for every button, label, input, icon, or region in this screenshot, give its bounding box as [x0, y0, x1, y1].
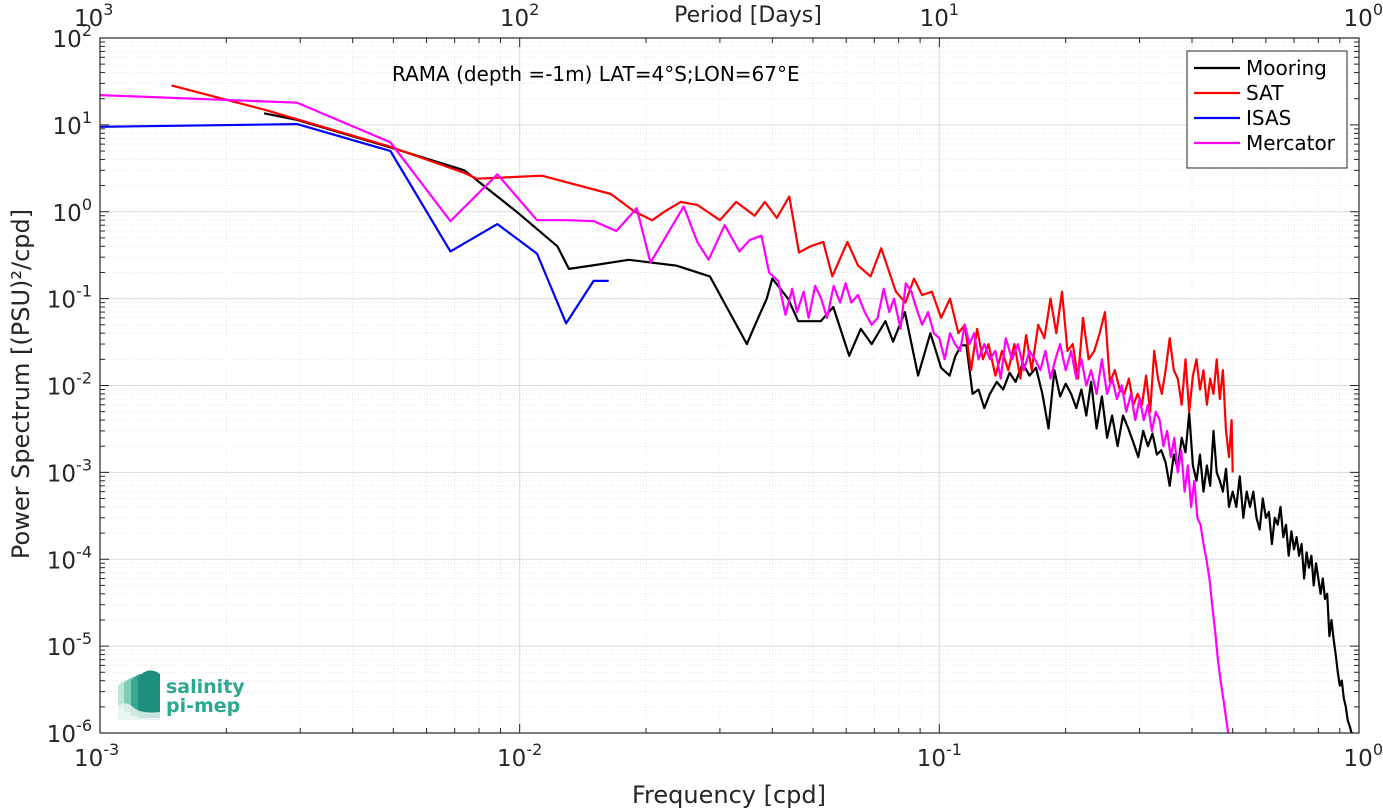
y-axis-title: Power Spectrum [(PSU)²/cpd]	[7, 209, 35, 559]
x-tick-label: 10-3	[74, 740, 119, 772]
x-tick-label: 100	[1344, 740, 1383, 772]
x-axis-title: Frequency [cpd]	[632, 781, 826, 809]
y-tick-label: 10-2	[47, 369, 92, 401]
top-tick-label: 103	[74, 0, 113, 32]
grid	[99, 38, 1359, 734]
y-tick-label: 10-1	[47, 282, 92, 314]
logo-line1: salinity	[166, 676, 245, 698]
axis-ticks	[99, 38, 1359, 734]
wave-logo-icon	[118, 670, 160, 720]
y-tick-label: 10-6	[47, 716, 92, 748]
y-tick-label: 10-4	[47, 542, 92, 574]
x-tick-label: 10-1	[917, 740, 962, 772]
y-tick-label: 10-3	[47, 455, 92, 487]
series-line-sat	[171, 84, 1234, 473]
top-tick-label: 101	[920, 0, 959, 32]
series-line-mooring	[263, 112, 1353, 734]
y-tick-label: 10-5	[47, 629, 92, 661]
y-tick-label: 102	[53, 21, 92, 53]
y-tick-label: 100	[53, 195, 92, 227]
series-line-isas	[99, 123, 609, 325]
y-tick-label: 101	[53, 108, 92, 140]
chart-title: RAMA (depth =-1m) LAT=4°S;LON=67°E	[392, 62, 800, 86]
legend-label-mercator: Mercator	[1246, 131, 1336, 155]
series-line-mercator	[99, 94, 1230, 734]
legend-label-isas: ISAS	[1246, 106, 1291, 130]
top-tick-label: 100	[1344, 0, 1383, 32]
series-layer	[99, 84, 1353, 734]
x-tick-label: 10-2	[497, 740, 542, 772]
top-axis-title: Period [Days]	[674, 3, 822, 28]
legend-box	[1186, 50, 1348, 169]
salinity-pi-mep-logo: salinity pi-mep	[118, 670, 245, 720]
top-tick-label: 102	[500, 0, 539, 32]
legend-label-mooring: Mooring	[1246, 56, 1327, 80]
legend-label-sat: SAT	[1246, 81, 1284, 105]
logo-line2: pi-mep	[166, 695, 240, 717]
